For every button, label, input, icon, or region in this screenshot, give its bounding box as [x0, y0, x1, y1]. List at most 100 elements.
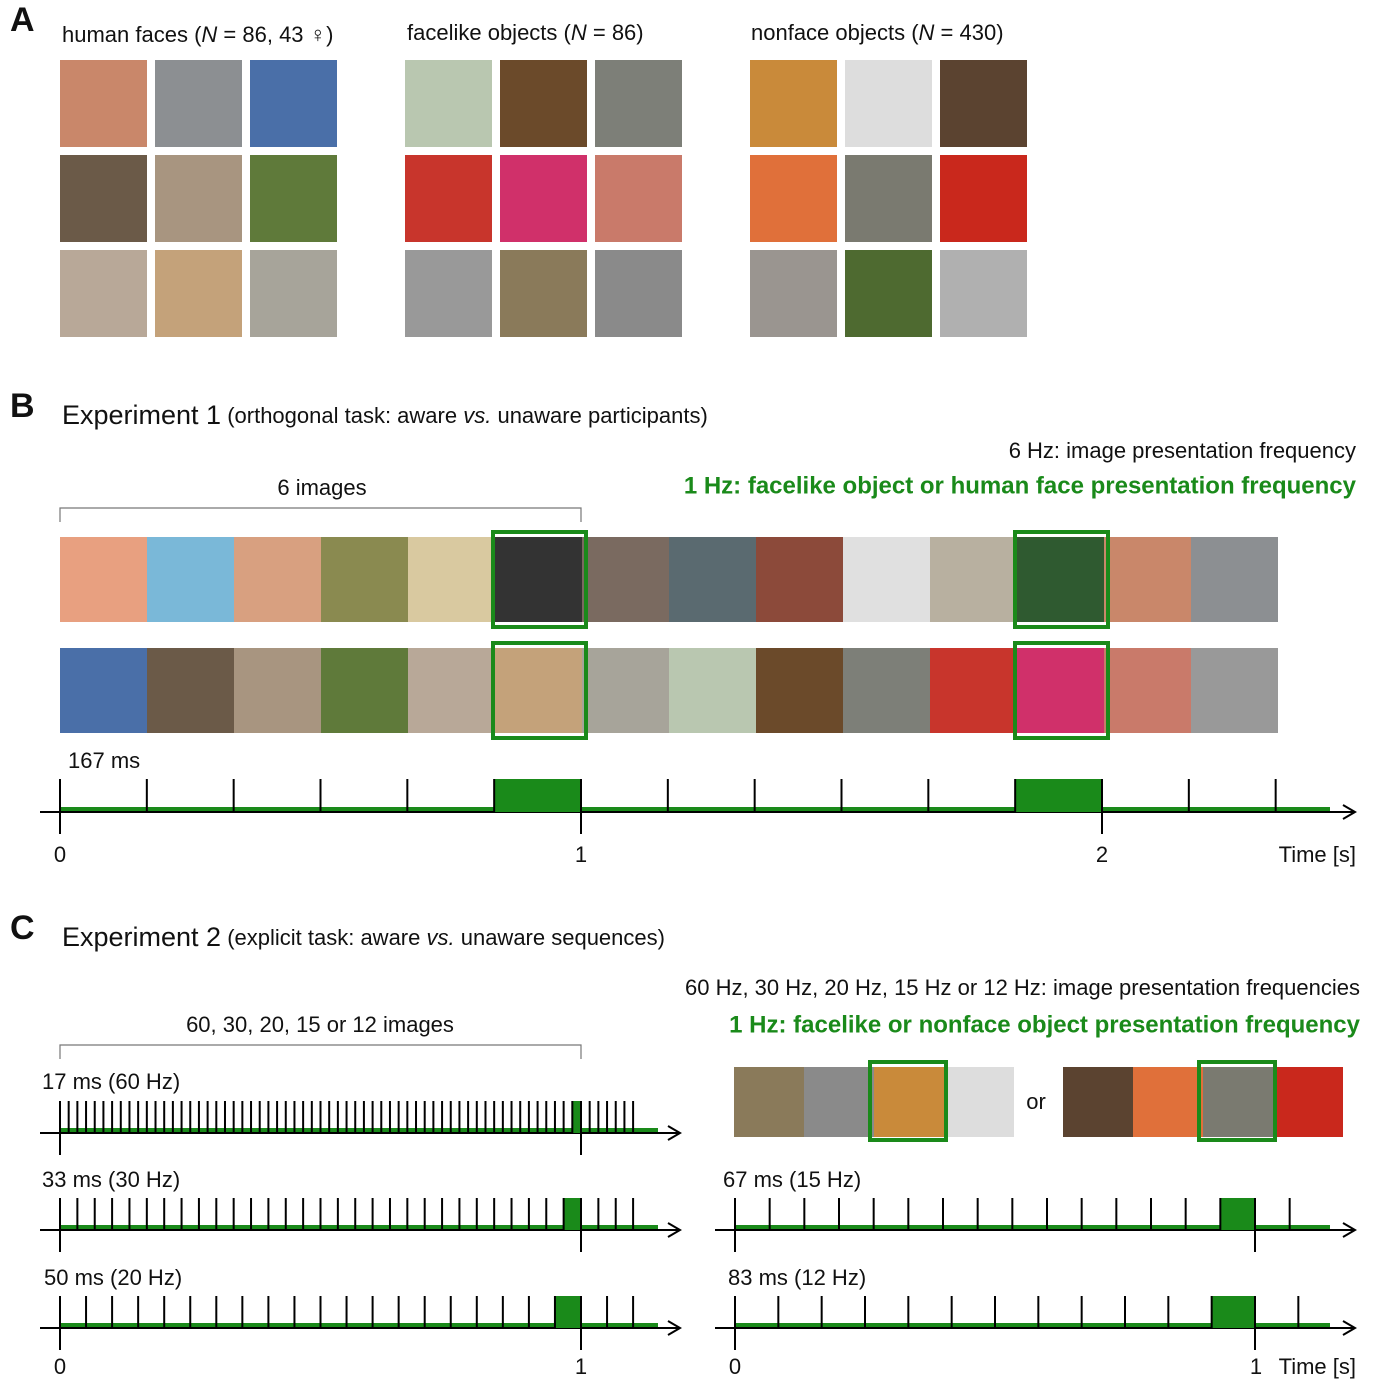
photo [1203, 1067, 1273, 1137]
photo [595, 60, 682, 147]
arrow-head [1342, 1320, 1357, 1336]
photo [1273, 1067, 1343, 1137]
duration: 167 ms [68, 748, 140, 773]
oddball-block [1211, 1296, 1255, 1328]
arrow-head [1342, 804, 1357, 820]
panel-label: C [10, 909, 35, 947]
bracket [59, 507, 582, 522]
photo [734, 1067, 804, 1137]
condition-label: 33 ms (30 Hz) [42, 1167, 180, 1192]
photo [756, 648, 843, 733]
panel-title: Experiment 1 (orthogonal task: aware vs.… [62, 400, 708, 430]
oddball-block [563, 1198, 581, 1230]
bracket [59, 1044, 582, 1059]
photo [669, 537, 756, 622]
oddball-block [494, 779, 581, 812]
arrow-head [667, 1222, 682, 1238]
condition-label: 83 ms (12 Hz) [728, 1265, 866, 1290]
photo [874, 1067, 944, 1137]
axis-label: 2 [1096, 842, 1108, 867]
photo [1191, 648, 1278, 733]
axis-label: 1 [575, 842, 587, 867]
photo [250, 60, 337, 147]
photo [750, 250, 837, 337]
photo [582, 537, 669, 622]
photo [250, 155, 337, 242]
photo [1104, 537, 1191, 622]
photo [60, 250, 147, 337]
photo [750, 155, 837, 242]
arrow-head [1342, 1222, 1357, 1238]
photo [750, 60, 837, 147]
condition-label: 67 ms (15 Hz) [723, 1167, 861, 1192]
photo [1017, 648, 1104, 733]
group-title: human faces (N = 86, 43 ♀) [62, 22, 333, 47]
condition-label: 50 ms (20 Hz) [44, 1265, 182, 1290]
photo [582, 648, 669, 733]
photo [940, 250, 1027, 337]
photo [60, 155, 147, 242]
axis-label: 0 [54, 1354, 66, 1379]
highlight-frame [491, 641, 588, 740]
highlight-frame [868, 1060, 948, 1142]
or-label: or [1026, 1089, 1046, 1114]
photo [500, 250, 587, 337]
photo [1063, 1067, 1133, 1137]
photo [1017, 537, 1104, 622]
panel-label: A [10, 1, 35, 39]
axis-label: 0 [729, 1354, 741, 1379]
axis-label: 1 [575, 1354, 587, 1379]
photo [756, 537, 843, 622]
oddball-block [1015, 779, 1102, 812]
photo [843, 537, 930, 622]
oddball-frequency: 1 Hz: facelike object or human face pres… [684, 472, 1357, 499]
photo [845, 250, 932, 337]
photo [60, 537, 147, 622]
photo [405, 60, 492, 147]
photo [1104, 648, 1191, 733]
photo [595, 155, 682, 242]
photo [940, 60, 1027, 147]
oddball-block [1220, 1198, 1255, 1230]
axis-label: 1 [1250, 1354, 1262, 1379]
photo [155, 60, 242, 147]
photo [405, 155, 492, 242]
photo [845, 60, 932, 147]
arrow-head [667, 1320, 682, 1336]
axis-title: Time [s] [1279, 1354, 1356, 1379]
photo [321, 648, 408, 733]
photo [845, 155, 932, 242]
photo [500, 155, 587, 242]
photo [500, 60, 587, 147]
photo [940, 155, 1027, 242]
base-frequency: 6 Hz: image presentation frequency [1009, 438, 1356, 463]
photo [930, 648, 1017, 733]
photo [155, 155, 242, 242]
photo [147, 648, 234, 733]
photo [408, 648, 495, 733]
photo [843, 648, 930, 733]
highlight-frame [1197, 1060, 1277, 1142]
photo [147, 537, 234, 622]
group-title: facelike objects (N = 86) [407, 20, 644, 45]
arrow-head [667, 1125, 682, 1141]
axis-title: Time [s] [1279, 842, 1356, 867]
photo [405, 250, 492, 337]
photo [234, 537, 321, 622]
photo [669, 648, 756, 733]
panel-title: Experiment 2 (explicit task: aware vs. u… [62, 922, 665, 952]
photo [930, 537, 1017, 622]
highlight-frame [491, 530, 588, 629]
photo [595, 250, 682, 337]
photo [155, 250, 242, 337]
photo [321, 537, 408, 622]
photo [408, 537, 495, 622]
bracket-label: 6 images [277, 475, 366, 500]
group-title: nonface objects (N = 430) [751, 20, 1004, 45]
photo [234, 648, 321, 733]
condition-label: 17 ms (60 Hz) [42, 1069, 180, 1094]
photo [1191, 537, 1278, 622]
photo [804, 1067, 874, 1137]
panel-label: B [10, 387, 35, 425]
